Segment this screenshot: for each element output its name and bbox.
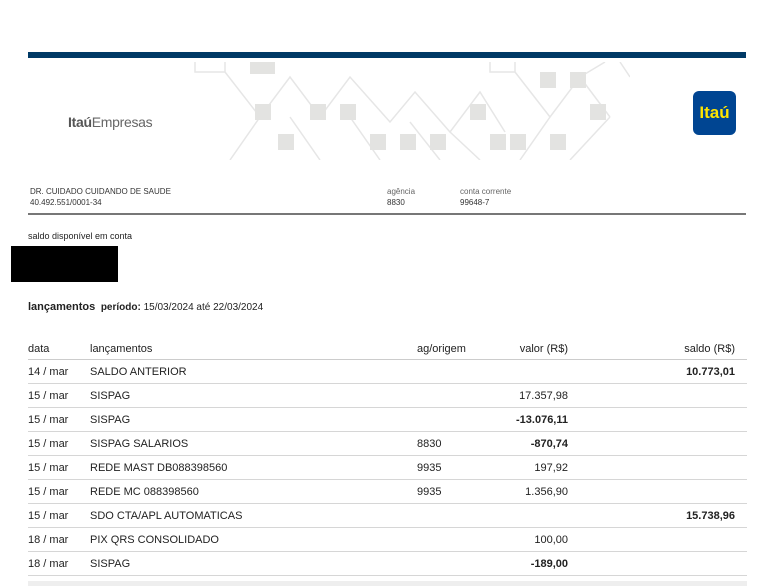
row-saldo — [568, 527, 747, 552]
table-row: 15 / mar REDE MC 088398560 9935 1.356,90 — [28, 479, 747, 504]
row-description: SISPAG — [90, 383, 417, 408]
row-valor — [507, 359, 568, 384]
table-row: 15 / mar REDE MAST DB088398560 9935 197,92 — [28, 455, 747, 480]
account-name: DR. CUIDADO CUIDANDO DE SAUDE — [30, 187, 171, 196]
agencia-label: agência — [387, 187, 416, 196]
row-saldo — [568, 383, 747, 408]
header-lancamentos: lançamentos — [90, 338, 417, 360]
balance-label: saldo disponível em conta — [28, 231, 133, 241]
header-valor: valor (R$) — [507, 338, 568, 360]
account-holder: DR. CUIDADO CUIDANDO DE SAUDE 40.492.551… — [30, 186, 171, 208]
row-ag-origem — [417, 359, 507, 384]
row-saldo — [568, 455, 747, 480]
table-row: 15 / mar SISPAG SALARIOS 8830 -870,74 — [28, 431, 747, 456]
row-valor: 17.357,98 — [507, 383, 568, 408]
table-row: 18 / mar PIX QRS CONSOLIDADO 100,00 — [28, 527, 747, 552]
row-ag-origem — [417, 407, 507, 432]
account-cnpj: 40.492.551/0001-34 — [30, 198, 102, 207]
row-description: SDO CTA/APL AUTOMATICAS — [90, 503, 417, 528]
row-valor: 100,00 — [507, 527, 568, 552]
row-ag-origem — [417, 503, 507, 528]
row-description: SISPAG — [90, 551, 417, 576]
agencia-value: 8830 — [387, 198, 405, 207]
table-row: 18 / mar SISPAG -189,00 — [28, 551, 747, 576]
transactions-table: data lançamentos ag/origem valor (R$) sa… — [28, 338, 747, 576]
conta-corrente: conta corrente 99648-7 — [460, 186, 511, 208]
header-data: data — [28, 338, 90, 360]
row-saldo — [568, 431, 747, 456]
row-description: SALDO ANTERIOR — [90, 359, 417, 384]
row-date: 18 / mar — [28, 551, 90, 576]
header-ag-origem: ag/origem — [417, 338, 507, 360]
redacted-balance — [11, 246, 118, 282]
row-date: 14 / mar — [28, 359, 90, 384]
divider — [28, 213, 746, 215]
row-date: 15 / mar — [28, 503, 90, 528]
row-saldo — [568, 407, 747, 432]
row-description: PIX QRS CONSOLIDADO — [90, 527, 417, 552]
period: lançamentos período: 15/03/2024 até 22/0… — [28, 301, 263, 313]
row-valor: -870,74 — [507, 431, 568, 456]
row-date: 15 / mar — [28, 479, 90, 504]
table-row: 15 / mar SISPAG 17.357,98 — [28, 383, 747, 408]
row-date: 15 / mar — [28, 455, 90, 480]
row-description: SISPAG SALARIOS — [90, 431, 417, 456]
row-date: 15 / mar — [28, 383, 90, 408]
row-ag-origem: 9935 — [417, 479, 507, 504]
table-row: 15 / mar SISPAG -13.076,11 — [28, 407, 747, 432]
row-description: REDE MAST DB088398560 — [90, 455, 417, 480]
table-row: 14 / mar SALDO ANTERIOR 10.773,01 — [28, 359, 747, 384]
header-bar — [28, 52, 746, 58]
row-ag-origem — [417, 527, 507, 552]
row-valor: -13.076,11 — [507, 407, 568, 432]
row-valor — [507, 503, 568, 528]
row-ag-origem — [417, 551, 507, 576]
period-title: lançamentos — [28, 301, 96, 313]
conta-label: conta corrente — [460, 187, 512, 196]
row-date: 15 / mar — [28, 407, 90, 432]
itau-logo: Itaú — [693, 91, 736, 135]
row-ag-origem — [417, 383, 507, 408]
itau-empresas-logo: ItaúEmpresas — [68, 114, 153, 130]
row-description: SISPAG — [90, 407, 417, 432]
row-ag-origem: 8830 — [417, 431, 507, 456]
row-saldo — [568, 551, 747, 576]
period-label: período: — [100, 302, 141, 313]
row-valor: 1.356,90 — [507, 479, 568, 504]
row-saldo: 10.773,01 — [568, 359, 747, 384]
row-saldo: 15.738,96 — [568, 503, 747, 528]
row-valor: -189,00 — [507, 551, 568, 576]
table-row: 15 / mar SDO CTA/APL AUTOMATICAS 15.738,96 — [28, 503, 747, 528]
page-bottom-edge — [28, 581, 747, 586]
row-saldo — [568, 479, 747, 504]
period-value: 15/03/2024 até 22/03/2024 — [143, 302, 264, 313]
conta-value: 99648-7 — [460, 198, 490, 207]
row-ag-origem: 9935 — [417, 455, 507, 480]
row-description: REDE MC 088398560 — [90, 479, 417, 504]
agencia: agência 8830 — [387, 186, 415, 208]
table-header: data lançamentos ag/origem valor (R$) sa… — [28, 338, 747, 360]
header-saldo: saldo (R$) — [568, 338, 747, 360]
row-date: 15 / mar — [28, 431, 90, 456]
decorative-pattern — [194, 62, 630, 160]
row-valor: 197,92 — [507, 455, 568, 480]
row-date: 18 / mar — [28, 527, 90, 552]
